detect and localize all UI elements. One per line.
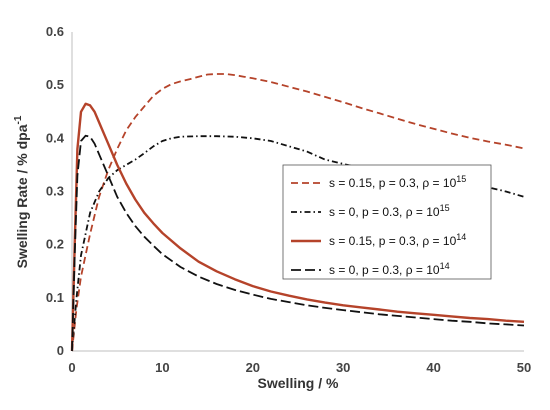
legend-label-1: s = 0.15, p = 0.3, ρ = 1015: [329, 174, 466, 190]
y-tick-label: 0.2: [46, 237, 64, 252]
series-line-4: [71, 134, 525, 352]
legend-label-2: s = 0, p = 0.3, ρ = 1015: [329, 203, 450, 219]
legend-label-3: s = 0.15, p = 0.3, ρ = 1014: [329, 232, 466, 248]
legend-box: [282, 164, 492, 280]
x-axis-title: Swelling / %: [258, 375, 339, 391]
legend-label-main: s = 0.15, p = 0.3, ρ = 10: [329, 234, 457, 248]
x-tick-label: 0: [68, 360, 75, 375]
x-tick-label: 30: [336, 360, 350, 375]
y-tick-label: 0.6: [46, 24, 64, 39]
y-axis-title: Swelling Rate / % dpa-1: [13, 115, 30, 268]
legend-label-4: s = 0, p = 0.3, ρ = 1014: [329, 261, 450, 277]
x-tick-label: 20: [246, 360, 260, 375]
x-tick-label: 10: [155, 360, 169, 375]
y-tick-label: 0.3: [46, 184, 64, 199]
x-axis-ticks: 0 10 20 30 40 50: [68, 360, 531, 375]
y-axis-title-main: Swelling Rate / % dpa: [14, 124, 30, 268]
legend-label-main: s = 0, p = 0.3, ρ = 10: [329, 205, 440, 219]
y-tick-label: 0.4: [46, 130, 65, 145]
legend-label-main: s = 0, p = 0.3, ρ = 10: [329, 263, 440, 277]
y-axis-title-superscript: -1: [13, 115, 24, 124]
legend-label-superscript: 15: [440, 203, 450, 213]
legend-label-superscript: 14: [456, 232, 466, 242]
series-line-3: [70, 102, 525, 352]
y-tick-label: 0: [57, 343, 64, 358]
y-tick-label: 0.1: [46, 290, 64, 305]
y-tick-label: 0.5: [46, 77, 64, 92]
y-axis-ticks: 0 0.1 0.2 0.3 0.4 0.5 0.6: [46, 24, 65, 358]
x-tick-label: 50: [517, 360, 531, 375]
x-tick-label: 40: [426, 360, 440, 375]
legend-label-superscript: 15: [456, 174, 466, 184]
legend-label-superscript: 14: [440, 261, 450, 271]
legend-label-main: s = 0.15, p = 0.3, ρ = 10: [329, 176, 457, 190]
